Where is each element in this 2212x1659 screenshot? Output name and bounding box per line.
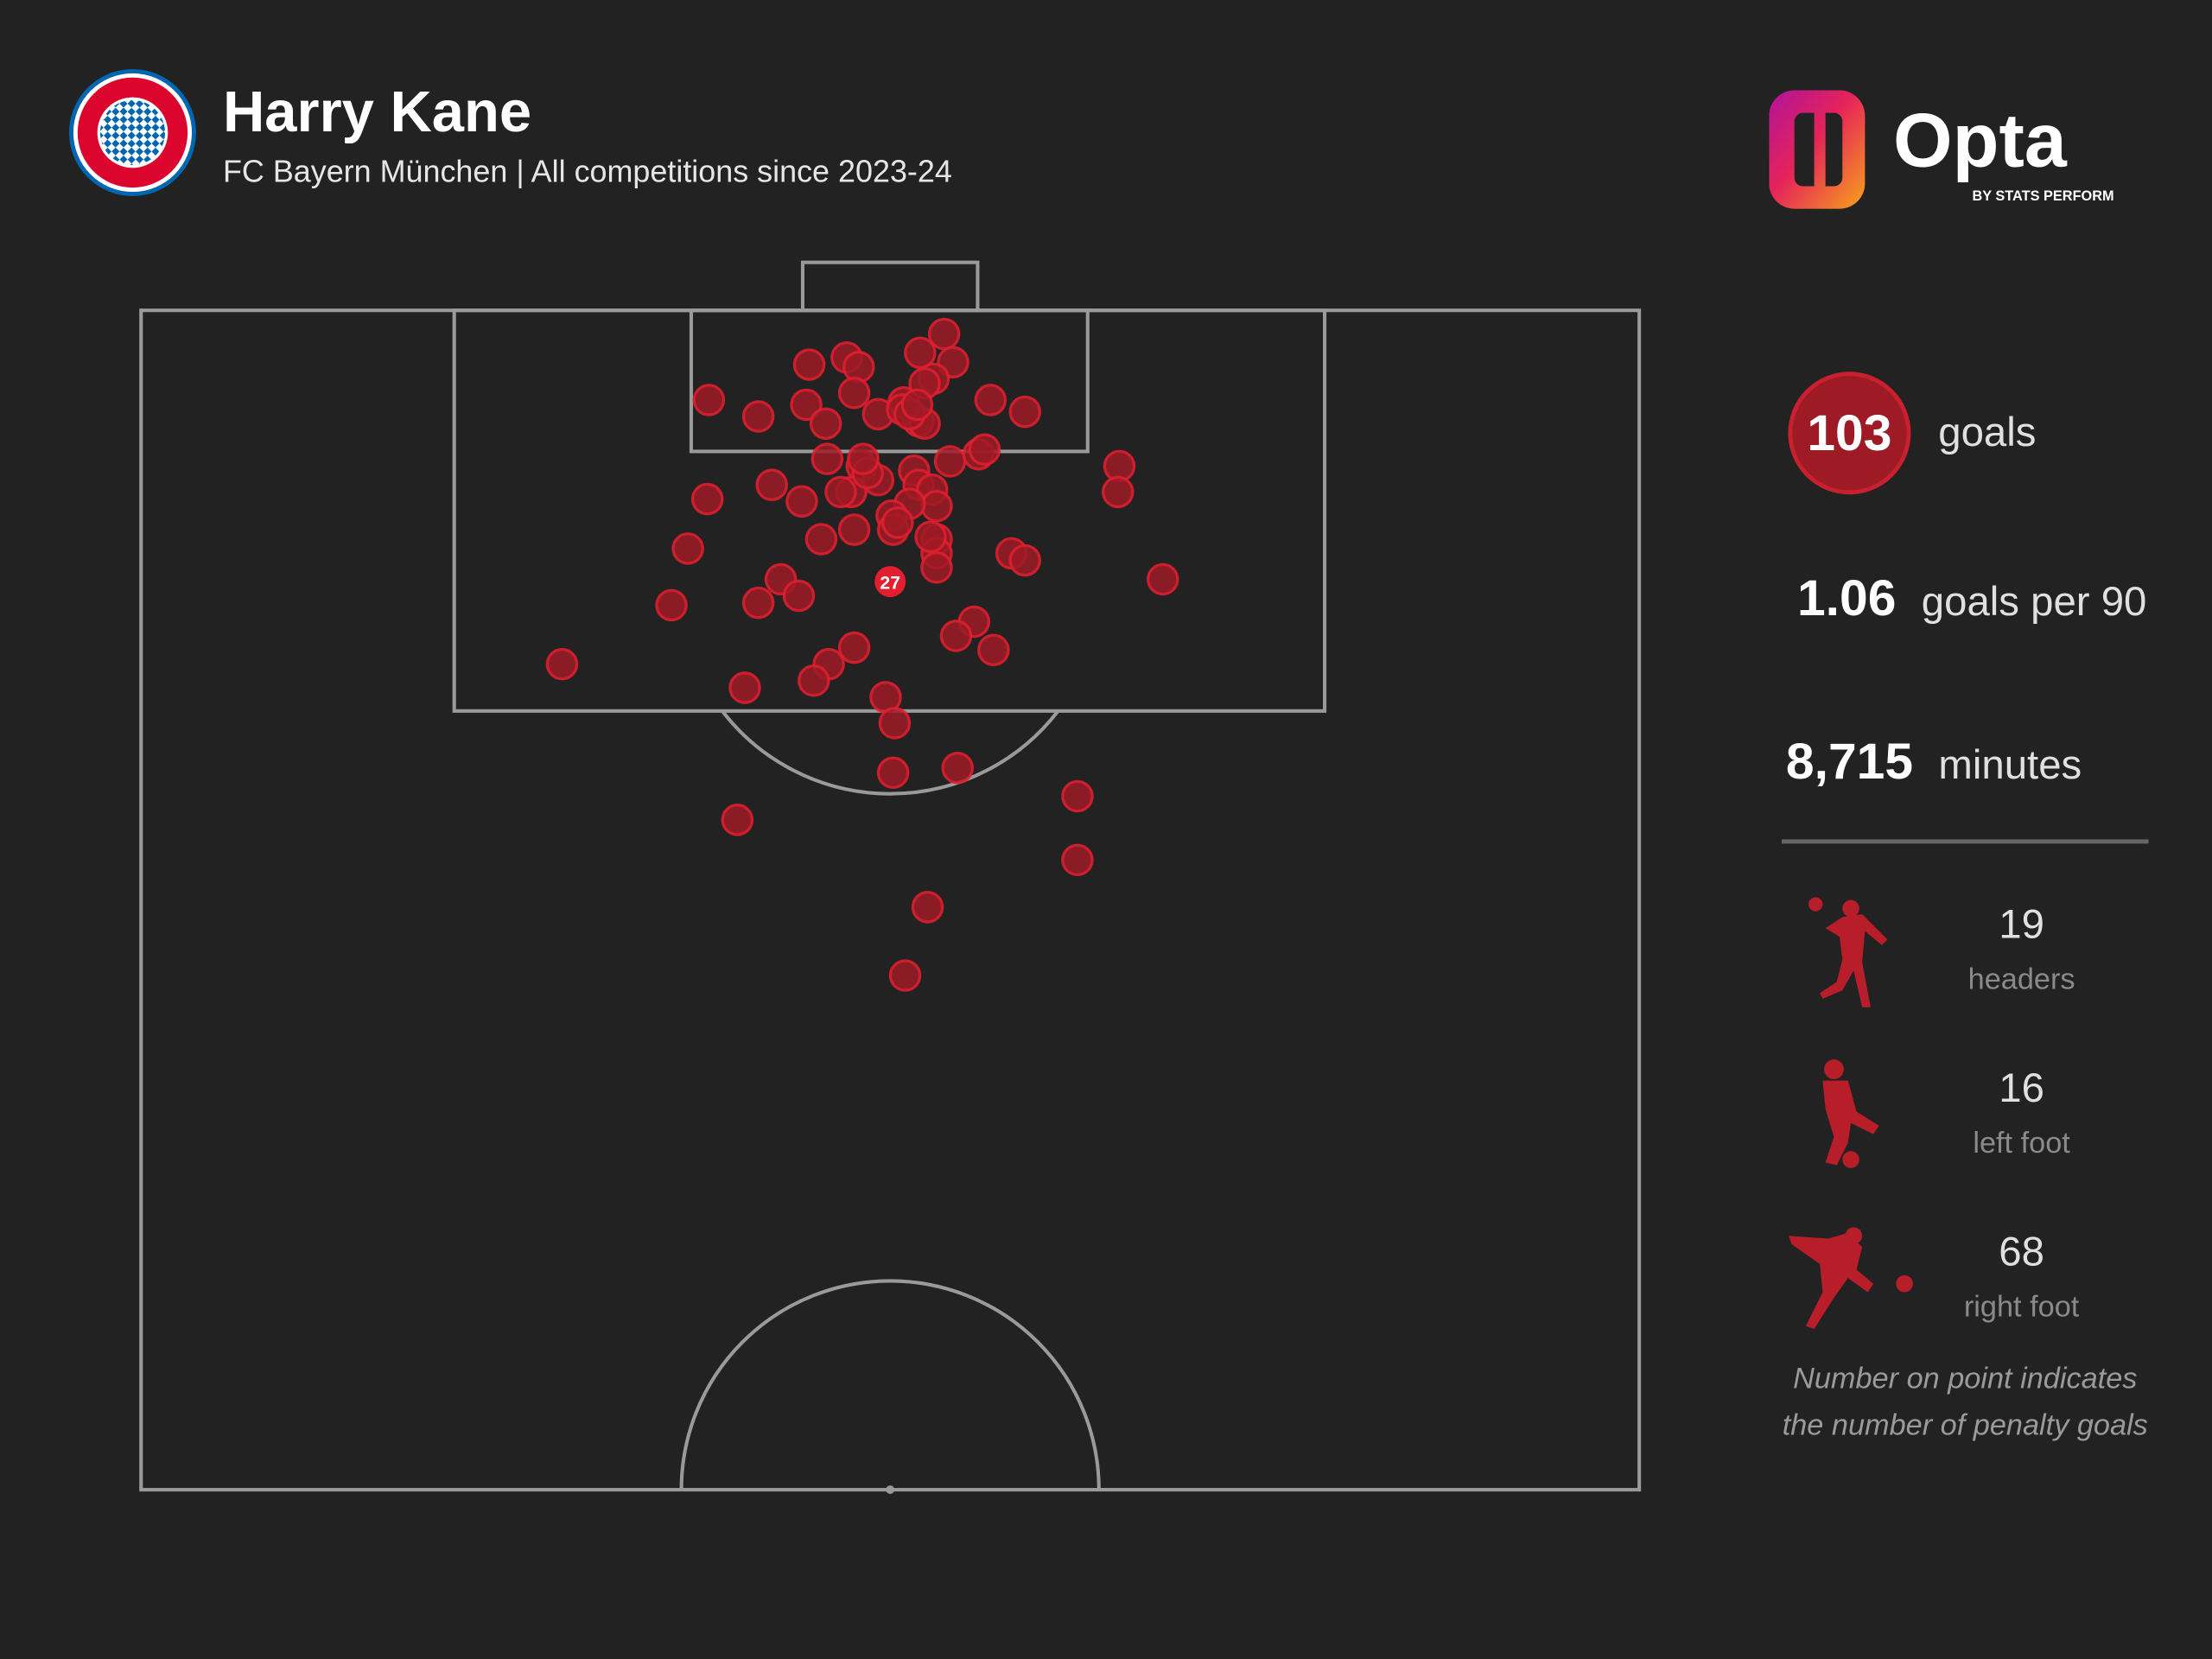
goal-point	[671, 532, 704, 565]
goal-point	[977, 633, 1010, 667]
goal-point	[920, 489, 953, 523]
bayern-crest-logo	[68, 68, 196, 196]
penalty-count-label: 27	[880, 573, 900, 593]
pitch: 27	[139, 260, 1642, 1494]
goal	[800, 260, 980, 313]
goals-label: goals	[1938, 410, 2037, 456]
goal-point	[837, 631, 871, 664]
goal-point	[837, 513, 871, 546]
opta-logo-mark	[1769, 90, 1866, 209]
goal-point	[968, 433, 1001, 467]
left-foot-count: 16	[1999, 1066, 2044, 1112]
right-foot-label: right foot	[1963, 1290, 2080, 1324]
left-foot-label: left foot	[1973, 1127, 2070, 1160]
penalty-goals-marker: 27	[874, 566, 906, 598]
goal-point	[847, 442, 880, 475]
goal-point	[881, 506, 914, 539]
goal-point	[888, 959, 922, 992]
goal-point	[837, 376, 871, 410]
minutes-row: 8,715 minutes	[1786, 732, 2082, 791]
goal-point	[692, 384, 726, 416]
penalty-arc	[721, 709, 1060, 796]
goal-point	[900, 388, 934, 422]
goal-point	[721, 804, 754, 836]
goal-point	[1101, 475, 1135, 509]
opta-brand: Opta	[1893, 99, 2067, 184]
goal-point	[790, 388, 823, 422]
goal-point	[810, 442, 844, 475]
goal-point	[785, 485, 818, 518]
goals-value: 103	[1807, 403, 1892, 461]
page-title: Harry Kane	[222, 79, 532, 144]
minutes-label: minutes	[1938, 743, 2082, 789]
goal-point	[797, 664, 830, 697]
goal-point	[741, 400, 775, 433]
goal-point	[939, 620, 973, 652]
goal-point	[804, 523, 838, 556]
goal-point	[792, 348, 826, 381]
goal-point	[1008, 543, 1042, 577]
goal-point	[690, 482, 724, 516]
goal-point	[741, 586, 775, 620]
right-foot-count: 68	[1999, 1230, 2044, 1275]
per90-row: 1.06 goals per 90	[1797, 569, 2146, 628]
goal-point	[927, 317, 961, 351]
goal-point	[782, 579, 816, 613]
per90-value: 1.06	[1796, 568, 1897, 626]
goals-badge	[1788, 372, 1911, 495]
headers-count: 19	[1999, 902, 2044, 949]
goal-point	[655, 588, 688, 622]
goal-point	[1008, 395, 1042, 429]
footnote-line-1: Number on point indicates	[1793, 1363, 2138, 1395]
goal-point	[824, 475, 857, 509]
centre-spot	[886, 1485, 895, 1494]
goal-point	[728, 671, 761, 704]
goal-point	[933, 445, 967, 478]
goal-point	[876, 756, 910, 789]
goal-point	[878, 707, 912, 740]
minutes-value: 8,715	[1785, 732, 1914, 791]
goal-point	[914, 520, 947, 554]
goal-point	[809, 407, 842, 440]
goal-point	[755, 468, 789, 501]
subtitle: FC Bayern München | All competitions sin…	[222, 153, 952, 189]
left-foot-icon	[1822, 1059, 1879, 1168]
goal-point	[974, 384, 1007, 416]
goal-point	[545, 647, 579, 681]
opta-brand-sub: BY STATS PERFORM	[1972, 188, 2114, 205]
goal-point	[904, 336, 937, 370]
goal-point	[920, 550, 953, 584]
header-icon	[1808, 897, 1888, 1007]
goal-point	[1146, 563, 1179, 596]
centre-circle	[679, 1279, 1101, 1491]
goal-point	[911, 891, 944, 924]
goal-point	[941, 751, 975, 785]
divider	[1782, 839, 2149, 844]
per90-label: goals per 90	[1921, 580, 2147, 626]
goal-point	[1061, 843, 1094, 876]
headers-label: headers	[1967, 963, 2075, 996]
footnote-line-2: the number of penalty goals	[1782, 1409, 2148, 1442]
goal-point	[1061, 779, 1094, 813]
right-foot-icon	[1789, 1227, 1913, 1329]
